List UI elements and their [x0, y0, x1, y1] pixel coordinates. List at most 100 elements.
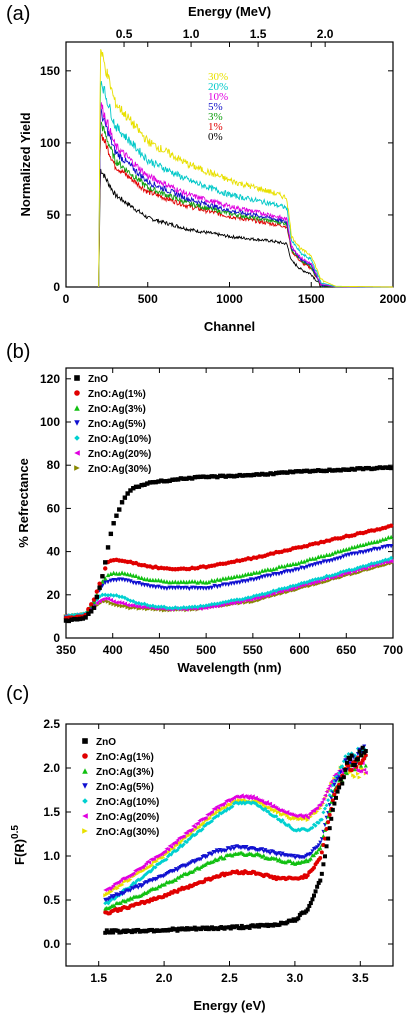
data-point	[265, 573, 271, 578]
data-point	[133, 581, 139, 586]
data-point	[239, 923, 244, 928]
data-point	[363, 749, 368, 754]
data-point	[248, 473, 254, 478]
data-point	[346, 552, 352, 558]
data-point	[355, 466, 360, 471]
series-line-3%	[98, 121, 393, 289]
data-point	[155, 859, 160, 864]
data-point	[329, 816, 334, 821]
data-point	[316, 579, 321, 584]
data-point	[261, 802, 266, 807]
data-point	[318, 560, 324, 566]
data-point	[63, 618, 69, 623]
data-point	[252, 853, 257, 858]
data-point	[139, 865, 144, 870]
data-point	[153, 865, 158, 870]
data-point	[318, 553, 324, 559]
data-point	[308, 851, 313, 856]
data-point	[220, 473, 226, 479]
data-point	[205, 854, 210, 859]
data-point	[173, 586, 178, 591]
data-point	[109, 885, 114, 890]
data-point	[282, 585, 287, 591]
data-point	[202, 821, 207, 826]
data-point	[153, 479, 158, 485]
data-point	[103, 580, 108, 585]
data-point	[338, 468, 343, 473]
data-point	[319, 837, 324, 842]
data-point	[119, 570, 125, 575]
data-point	[327, 808, 332, 813]
data-point	[307, 581, 313, 586]
data-point	[338, 572, 343, 578]
data-point	[217, 577, 223, 582]
legend-marker	[74, 405, 80, 411]
data-point	[276, 571, 282, 577]
data-point	[265, 472, 271, 477]
legend-entry: ZnO:Ag(1%)	[88, 389, 146, 400]
data-point	[209, 474, 214, 479]
data-point	[209, 819, 214, 824]
y-tick-label: 0	[53, 631, 60, 645]
data-point	[372, 466, 377, 471]
data-point	[257, 576, 262, 581]
data-point	[195, 474, 200, 480]
data-point	[372, 561, 377, 566]
data-point	[238, 926, 243, 931]
series-ZnO:Ag(1%)	[103, 753, 368, 916]
data-point	[313, 889, 318, 894]
data-point	[324, 844, 329, 849]
data-point	[358, 466, 363, 471]
legend-marker	[82, 753, 88, 759]
data-point	[142, 863, 147, 868]
data-point	[243, 473, 248, 478]
data-point	[265, 593, 271, 598]
data-point	[315, 805, 320, 810]
data-point	[302, 468, 307, 474]
legend-marker	[74, 420, 80, 426]
data-point	[118, 878, 123, 883]
data-point	[125, 605, 130, 610]
x-tick-label: 500	[196, 643, 216, 657]
y-axis-label: Normalized Yield	[18, 112, 33, 216]
data-point	[308, 810, 313, 815]
data-point	[388, 543, 394, 549]
data-point	[326, 798, 331, 803]
data-point	[192, 604, 198, 609]
data-point	[304, 557, 310, 563]
data-point	[283, 860, 288, 865]
data-point	[355, 551, 360, 556]
x-tick-label: 650	[336, 643, 356, 657]
data-point	[128, 888, 133, 893]
data-point	[173, 877, 178, 882]
x-tick-label: 400	[103, 643, 123, 657]
data-point	[180, 838, 185, 843]
data-point	[164, 478, 170, 484]
data-point	[277, 851, 282, 856]
data-point	[316, 820, 321, 825]
data-point	[107, 896, 112, 901]
data-point	[307, 903, 312, 908]
data-point	[145, 576, 150, 582]
data-point	[128, 877, 133, 882]
data-point	[100, 592, 105, 598]
data-point	[315, 845, 320, 850]
data-point	[133, 604, 139, 609]
data-point	[115, 886, 120, 891]
data-point	[330, 807, 335, 812]
series-ZnO	[63, 465, 394, 624]
data-point	[136, 575, 142, 580]
data-point	[288, 469, 293, 474]
data-point	[318, 802, 323, 807]
data-point	[150, 577, 156, 583]
data-point	[310, 849, 315, 854]
data-point	[245, 597, 251, 603]
data-point	[159, 604, 164, 609]
data-point	[296, 469, 301, 474]
data-point	[260, 471, 265, 477]
data-point	[355, 771, 360, 776]
data-point	[206, 586, 212, 591]
data-point	[175, 477, 181, 482]
data-point	[109, 928, 114, 933]
series-ZnO:Ag(30%)	[63, 560, 394, 619]
